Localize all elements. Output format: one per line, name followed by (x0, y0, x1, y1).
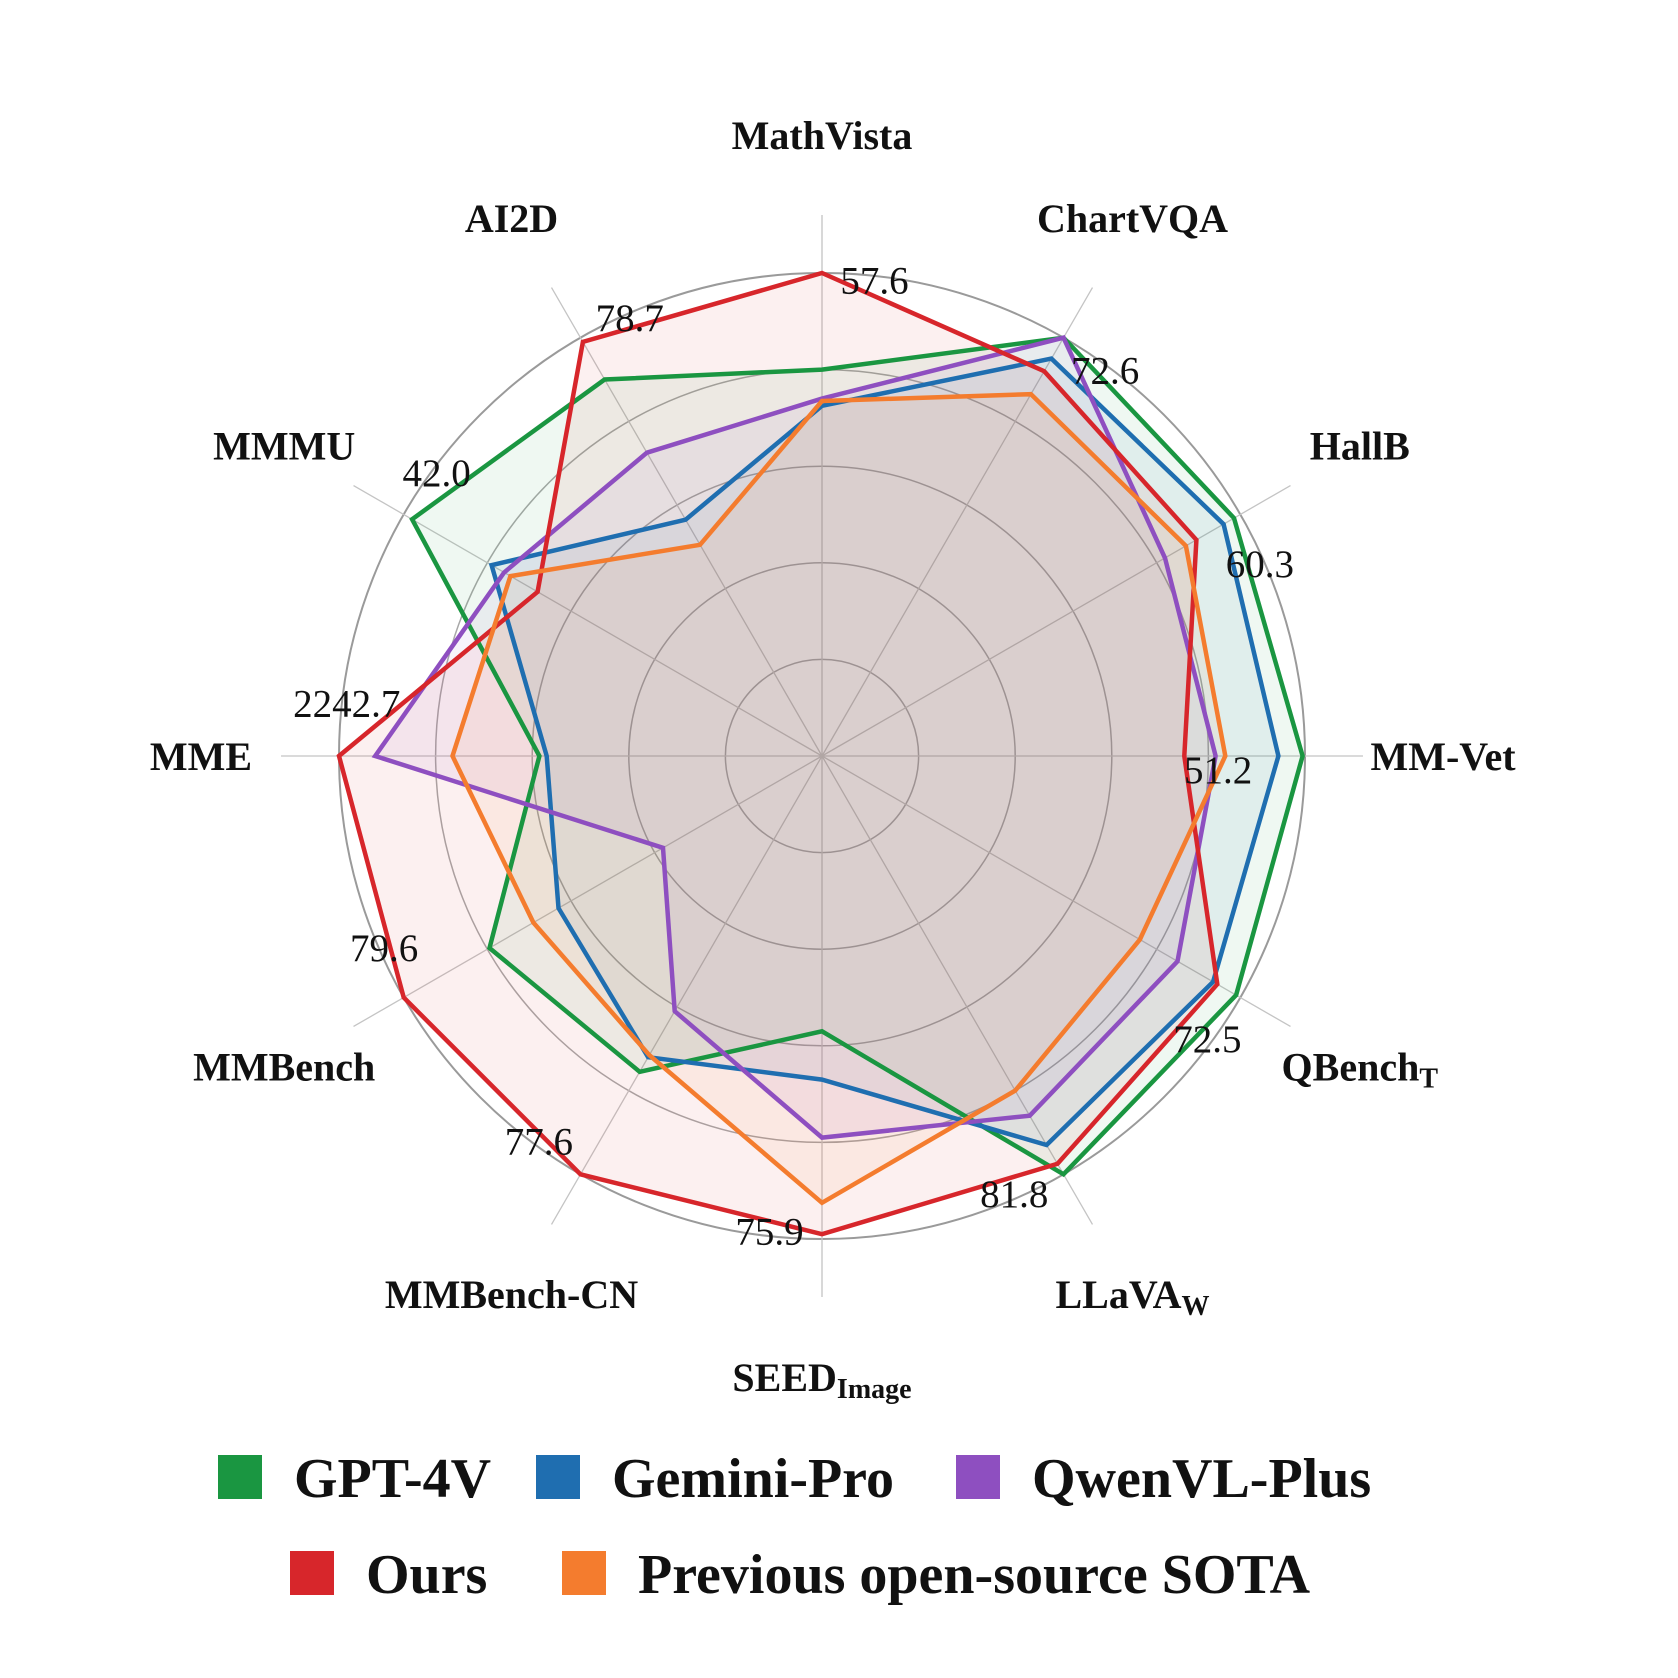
series-fill-2 (375, 337, 1216, 1138)
spoke-11 (550, 287, 823, 757)
axis-max-label-6: 75.9 (735, 1210, 803, 1253)
axis-max-label-8: 79.6 (350, 927, 418, 970)
series-line-3 (336, 270, 1220, 1237)
legend-label-ours: Ours (366, 1544, 487, 1606)
legend-label-previous-open-source-sota: Previous open-source SOTA (638, 1544, 1311, 1606)
spoke-7 (550, 755, 823, 1225)
axis-label-sub-4: T (1419, 1064, 1438, 1095)
axis-max-label-9: 2242.7 (293, 683, 400, 726)
axis-max-label-1: 72.6 (1071, 350, 1139, 393)
legend-swatch-ours (290, 1551, 334, 1595)
axis-label-7: MMBench-CN (385, 1272, 638, 1317)
spoke-2 (821, 484, 1291, 757)
series-line-1 (488, 356, 1281, 1148)
spoke-10 (353, 484, 823, 757)
series-line-0 (409, 335, 1305, 1178)
axis-max-label-3: 51.2 (1184, 749, 1252, 792)
series-fill-4 (452, 394, 1226, 1203)
axis-max-label-0: 57.6 (840, 260, 908, 303)
legend: GPT-4V Gemini-Pro QwenVL-Plus Ours Previous … (218, 1448, 1371, 1606)
series-fills (339, 273, 1303, 1235)
legend-swatch-gemini-pro (536, 1455, 580, 1499)
axis-label-2: HallB (1310, 424, 1410, 469)
axis-label-9: MME (150, 734, 252, 779)
axis-label-sub-5: W (1181, 1291, 1209, 1322)
series-line-2 (371, 335, 1218, 1140)
axis-label-4: QBenchT (1282, 1045, 1439, 1095)
series-line-4 (450, 391, 1228, 1206)
axis-label-3: MM-Vet (1370, 734, 1516, 779)
axis-label-8: MMBench (193, 1045, 375, 1090)
legend-label-gemini-pro: Gemini-Pro (612, 1448, 894, 1510)
axis-max-label-5: 81.8 (980, 1173, 1048, 1216)
series-fill-3 (339, 273, 1218, 1235)
axis-label-1: ChartVQA (1037, 196, 1228, 241)
spoke-1 (821, 287, 1094, 757)
legend-swatch-previous-open-source-sota (562, 1551, 606, 1595)
series-lines (336, 270, 1305, 1237)
axis-label-10: MMMU (213, 424, 355, 469)
axis-label-sub-6: Image (837, 1374, 912, 1405)
axis-label-11: AI2D (465, 196, 558, 241)
legend-label-qwenvl-plus: QwenVL-Plus (1032, 1448, 1371, 1510)
legend-swatch-gpt-4v (218, 1455, 262, 1499)
axis-max-label-11: 78.7 (596, 297, 664, 340)
spoke-8 (353, 755, 823, 1028)
legend-swatch-qwenvl-plus (956, 1455, 1000, 1499)
axis-label-5: LLaVAW (1056, 1272, 1210, 1322)
axis-max-label-10: 42.0 (402, 452, 470, 495)
axis-max-label-4: 72.5 (1173, 1018, 1241, 1061)
axis-label-0: MathVista (732, 113, 913, 158)
axis-max-labels: 57.6 72.6 60.3 51.2 72.5 81.8 75.9 77.6 79.6 2242… (293, 260, 1294, 1254)
axis-max-label-2: 60.3 (1226, 543, 1294, 586)
legend-label-gpt-4v: GPT-4V (294, 1448, 491, 1510)
axis-label-6: SEEDImage (732, 1355, 911, 1405)
series-fill-1 (491, 358, 1279, 1146)
series-fill-0 (412, 337, 1303, 1175)
axis-max-label-7: 77.6 (505, 1120, 573, 1163)
